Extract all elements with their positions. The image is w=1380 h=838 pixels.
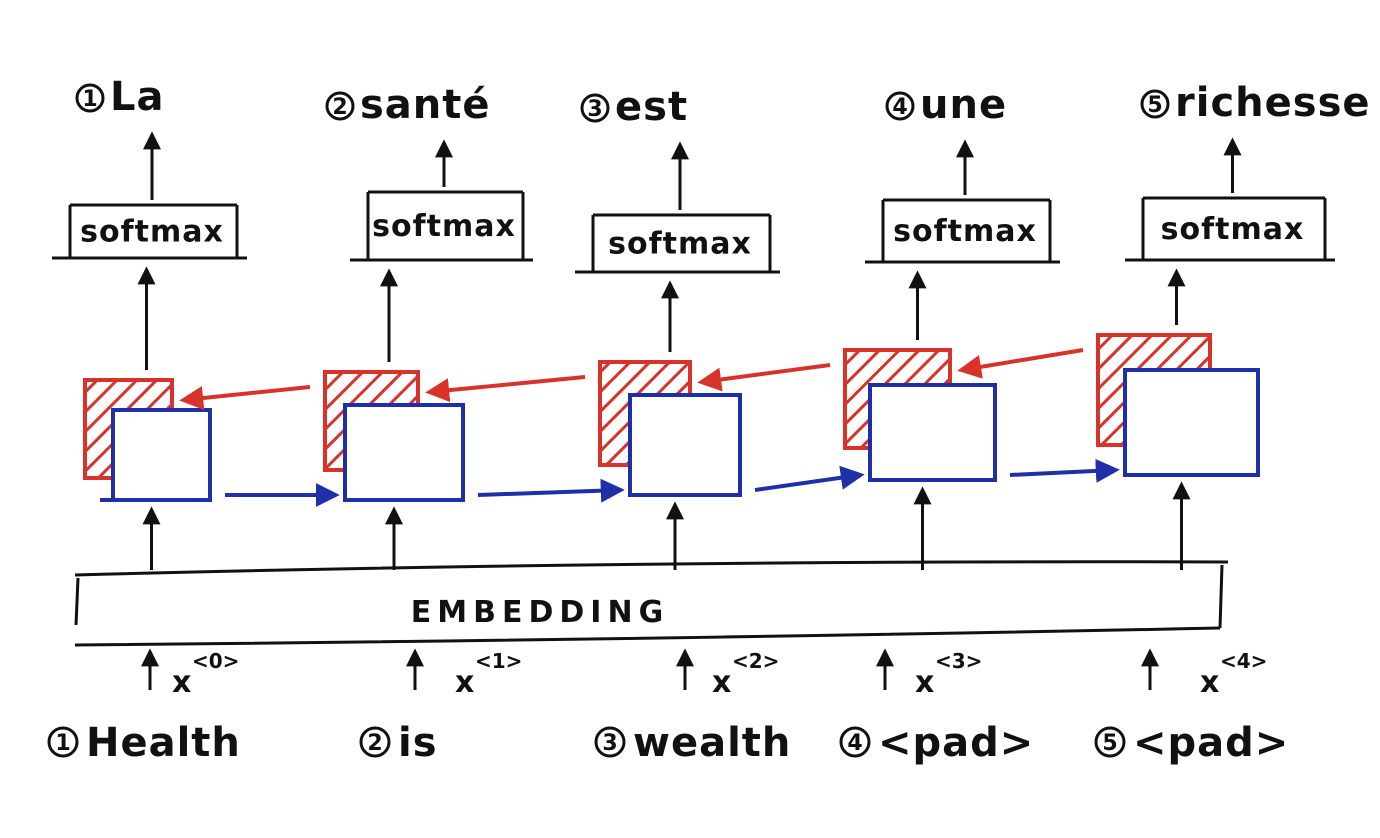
input-vector-label-5: x<4> [1200, 649, 1267, 700]
output-word-text: La [110, 74, 164, 120]
x-base: x [455, 665, 474, 700]
circled-number-icon [1094, 726, 1126, 758]
output-word-4: 4 une [885, 82, 1007, 128]
circled-number-icon [594, 726, 626, 758]
x-base: x [1200, 665, 1219, 700]
output-number: 2 [332, 95, 347, 120]
input-number: 1 [55, 731, 70, 756]
output-word-3: 3 est [580, 84, 688, 130]
embedding-label: EMBEDDING [411, 595, 669, 630]
x-superscript: <3> [935, 649, 982, 673]
timestep-5: 5 richesse softmax x<4> 5 <pad> [1094, 80, 1371, 766]
input-word-text: <pad> [878, 720, 1034, 766]
backward-recurrent-arrow-2 [425, 375, 586, 403]
circled-number-icon [580, 93, 610, 123]
softmax-label: softmax [80, 215, 224, 250]
output-word-1: 1 La [75, 74, 164, 120]
forward-cell [628, 393, 742, 497]
input-vector-label-4: x<3> [915, 649, 982, 700]
circled-number-icon [839, 726, 871, 758]
forward-recurrent-arrow-4 [1009, 458, 1120, 483]
timestep-4: 4 une softmax x<3> 4 <pad> [839, 82, 1060, 766]
output-number: 1 [82, 87, 97, 112]
softmax-label: softmax [893, 214, 1037, 249]
backward-recurrent-arrow-3 [697, 363, 831, 392]
circled-number-icon [47, 726, 79, 758]
circled-number-icon [359, 726, 391, 758]
circled-number-icon [325, 91, 355, 121]
softmax-box-3: softmax [575, 213, 780, 274]
x-superscript: <0> [192, 649, 239, 673]
input-word-text: Health [86, 720, 241, 766]
x-base: x [915, 665, 934, 700]
softmax-label: softmax [608, 227, 752, 262]
input-word-text: is [398, 720, 438, 766]
softmax-label: softmax [372, 209, 516, 244]
backward-recurrent-arrow-1 [179, 385, 311, 410]
output-word-text: santé [360, 82, 491, 128]
softmax-box-1: softmax [52, 203, 247, 260]
output-word-text: une [920, 82, 1007, 128]
input-number: 2 [367, 731, 382, 756]
timestep-3: 3 est softmax x<2> 3 wealth [575, 84, 791, 766]
input-number: 3 [602, 731, 617, 756]
x-base: x [172, 665, 191, 700]
softmax-box-4: softmax [865, 198, 1060, 264]
x-superscript: <4> [1220, 649, 1267, 673]
forward-recurrent-arrow-2 [477, 478, 625, 503]
x-base: x [712, 665, 731, 700]
input-number: 5 [1102, 731, 1117, 756]
input-word-2: 2 is [359, 720, 438, 766]
circled-number-icon [885, 91, 915, 121]
input-word-text: wealth [633, 720, 791, 766]
forward-recurrent-arrow-3 [754, 465, 865, 492]
output-word-text: est [615, 84, 688, 130]
softmax-box-2: softmax [350, 190, 533, 262]
input-vector-label-1: x<0> [172, 649, 239, 700]
timestep-1: 1 La softmax x<0> 1 Health [47, 74, 247, 766]
output-word-2: 2 santé [325, 82, 491, 128]
output-word-text: richesse [1175, 80, 1371, 126]
forward-cell [868, 383, 997, 482]
input-vector-label-3: x<2> [712, 649, 779, 700]
softmax-label: softmax [1161, 212, 1305, 247]
x-superscript: <1> [475, 649, 522, 673]
softmax-box-5: softmax [1125, 196, 1335, 262]
backward-recurrent-arrow-4 [957, 348, 1084, 379]
input-number: 4 [847, 731, 862, 756]
timestep-2: 2 santé softmax x<1> 2 is [323, 82, 533, 766]
input-word-4: 4 <pad> [839, 720, 1034, 766]
x-superscript: <2> [732, 649, 779, 673]
forward-cell [343, 403, 465, 502]
output-number: 3 [587, 97, 602, 122]
embedding-layer: EMBEDDING [74, 560, 1229, 647]
circled-number-icon [1140, 89, 1170, 119]
input-word-3: 3 wealth [594, 720, 791, 766]
input-word-text: <pad> [1133, 720, 1289, 766]
forward-cell [111, 408, 212, 502]
output-number: 5 [1147, 93, 1162, 118]
output-word-5: 5 richesse [1140, 80, 1371, 126]
input-vector-label-2: x<1> [455, 649, 522, 700]
input-word-1: 1 Health [47, 720, 241, 766]
output-number: 4 [892, 95, 907, 120]
forward-cell [1123, 368, 1260, 477]
circled-number-icon [75, 83, 105, 113]
input-word-5: 5 <pad> [1094, 720, 1289, 766]
